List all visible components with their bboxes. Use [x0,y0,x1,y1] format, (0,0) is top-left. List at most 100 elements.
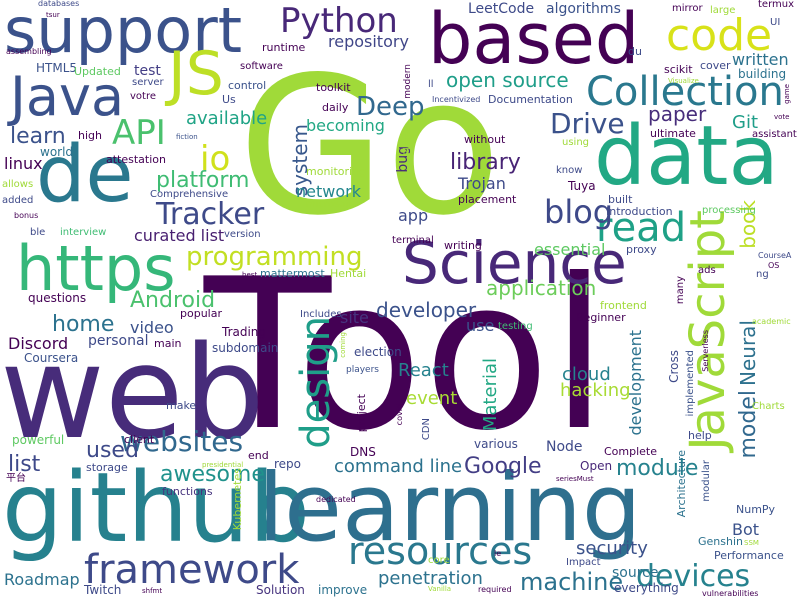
word-dedicated: dedicated [316,495,356,504]
word-tracker: Tracker [156,197,265,232]
word-built: built [608,193,633,206]
word-academic: academic [752,317,791,326]
word-storage: storage [86,461,128,474]
word-websites: websites [120,425,244,458]
word-us: Us [222,93,236,106]
word-charts: Charts [752,401,785,412]
word-covid: covid [395,404,404,426]
word-os: OS [768,261,780,270]
word-testing: testing [498,321,533,332]
word-monitoring: monitoring [306,165,367,178]
word-git: Git [732,112,759,133]
word-tool: Tool [204,235,609,477]
word-used: used [86,438,139,463]
word-algorithms: algorithms [546,1,621,17]
word-app: app [398,206,429,225]
word-available: available [186,108,268,129]
word-https: https [16,232,176,305]
word-frontend: frontend [600,299,647,312]
word-architecture: Architecture [675,450,688,518]
word-attestation: attestation [106,153,166,166]
word-du: du [628,45,642,58]
word-cdn: CDN [421,418,432,441]
word-framework: framework [84,547,300,593]
word-node: Node [546,439,583,455]
word-essential: essential [534,240,606,259]
word-cloud: cloud [562,364,611,385]
word-open-source: open source [446,68,569,92]
word-resources: resources [348,529,533,573]
word-repository: repository [328,32,409,51]
word-questions: questions [28,291,87,305]
word-curated-list: curated list [134,226,225,245]
word-help: help [688,429,712,442]
word-event: event [406,388,458,409]
word-learn: learn [10,124,66,149]
word-programming: programming [186,242,363,272]
word-documentation: Documentation [488,93,573,106]
word-various: various [474,437,518,451]
word-roadmap: Roadmap [4,570,80,589]
word-daily: daily [322,101,349,114]
word-toolkit: toolkit [316,81,351,94]
word-dns: DNS [350,445,376,459]
word-discord: Discord [8,334,69,353]
word-ng: ng [756,269,769,280]
word-neural: Neural [736,320,760,386]
word-complete: Complete [604,445,658,458]
word-hacking: hacking [560,380,631,401]
word-support: support [4,0,243,67]
word-comprehensive: Comprehensive [150,189,229,200]
word-fiction: fiction [176,133,198,141]
word-improve: improve [318,583,368,597]
word-make: make [166,399,197,412]
word-software: software [240,61,283,72]
word-terminal: terminal [392,235,434,246]
word-processing: processing [702,205,756,216]
word-votre: votre [130,91,157,102]
word-js: JS [168,39,224,109]
word-paper: paper [648,102,707,126]
word-large: large [710,5,736,16]
word-source: source [612,565,659,581]
word-scikit: scikit [664,63,693,76]
word-coming: coming [339,332,347,358]
word-impact: Impact [566,557,601,568]
word-subdomain: subdomain [212,341,279,355]
word-twitch: Twitch [84,583,122,597]
word-ads: ads [698,265,716,276]
word-updated: Updated [74,65,121,78]
word-ble: ble [30,227,46,238]
word-platform: platform [156,168,250,193]
word-using: using [562,137,590,148]
word-drive: Drive [550,107,625,140]
word-cover: cover [700,59,731,72]
word-popular: popular [180,307,222,320]
word-please: Please [403,126,413,156]
word-assistant: assistant [752,129,797,140]
word-react: React [398,360,449,381]
word-numpy: NumPy [736,503,776,516]
word-home: home [52,312,115,337]
word-cross: Cross [667,350,681,383]
word-powerful: powerful [12,433,65,447]
word-io: io [200,139,231,179]
word-web: web [0,319,265,468]
word-coursera: Coursera [24,351,79,365]
word-go: Go [238,36,502,257]
word-api: API [112,113,166,153]
word-test: test [134,63,161,79]
word-runtime: runtime [262,41,306,54]
word-end: end [248,449,269,462]
word-placement: placement [458,193,517,206]
word-awesome: awesome [160,462,265,487]
word-security: security [576,538,648,559]
word-tuya: Tuya [568,179,596,193]
word-visualize: Visualize [668,77,699,85]
word-election: election [354,345,402,359]
word-android: Android [130,288,216,313]
word-list: list [8,452,41,477]
word-read: read [596,205,687,251]
word-functions: functions [162,485,213,498]
word-modern: modern [403,64,413,99]
